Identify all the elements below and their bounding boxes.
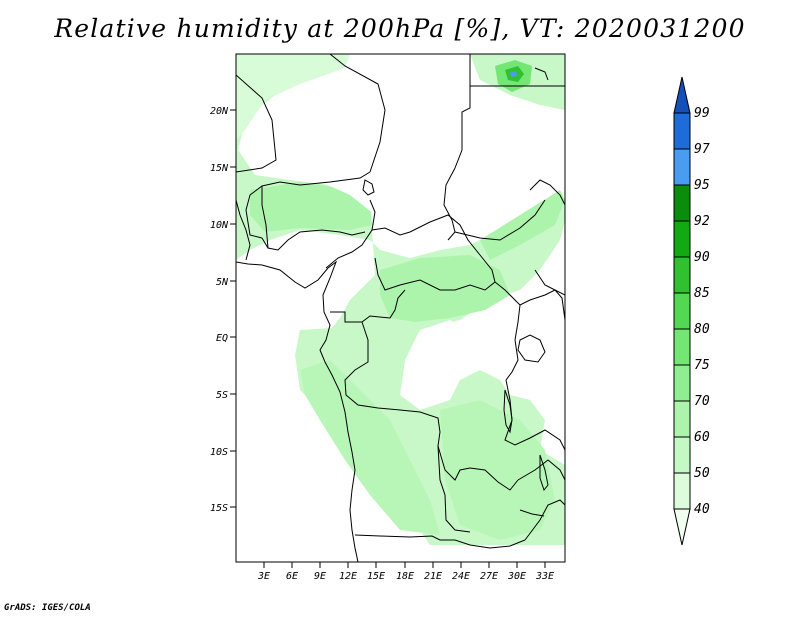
colorbar-box [673, 148, 691, 186]
latitude-labels: 20N 15N 10N 5N EQ 5S 10S 15S [210, 106, 229, 514]
lat-label: 15S [210, 503, 228, 514]
dry-area-central [410, 320, 470, 385]
lake-kariba [519, 509, 545, 517]
humidity-field [236, 54, 565, 562]
colorbar-box [673, 328, 691, 366]
border-kenya [554, 289, 565, 296]
map-title: Relative humidity at 200hPa [%], VT: 202… [54, 14, 746, 43]
lat-label: EQ [216, 333, 228, 344]
lon-label: 30E [507, 571, 526, 582]
dry-area-southwest [236, 290, 340, 562]
border-niger-chad [245, 171, 371, 239]
colorbar [673, 76, 691, 546]
coastline [236, 260, 359, 562]
dry-area-sahara [275, 110, 440, 230]
lake-victoria [517, 334, 546, 363]
border-drc-east [494, 281, 565, 321]
humidity-area-congo [380, 255, 510, 322]
colorbar-labels: 40 50 60 70 75 80 85 90 92 95 97 99 [694, 106, 710, 517]
humidity-core-peak [510, 71, 517, 77]
border-congo [330, 289, 406, 323]
latitude-ticks [230, 109, 236, 508]
colorbar-box [673, 184, 691, 222]
colorbar-label: 97 [694, 142, 710, 157]
border-angola-south [354, 534, 526, 549]
colorbar-box [673, 220, 691, 258]
colorbar-box [673, 472, 691, 510]
colorbar-box [673, 292, 691, 330]
border-angola-zambia [437, 445, 471, 533]
humidity-area-southeast [440, 400, 555, 540]
border-zambia-malawi [517, 459, 565, 481]
colorbar-upper-triangle [673, 76, 691, 114]
colorbar-lower-triangle [673, 508, 691, 546]
lake-tanganyika [503, 389, 513, 434]
humidity-area-sahel [250, 182, 372, 232]
border-niger-nigeria [261, 229, 366, 251]
lat-label: 20N [210, 106, 229, 117]
lon-label: 33E [535, 571, 554, 582]
longitude-labels: 3E 6E 9E 12E 15E 18E 21E 24E 27E 30E 33E [257, 571, 554, 582]
dry-area-south [330, 505, 405, 562]
dry-area-east-sahara [440, 110, 555, 205]
colorbar-label: 75 [694, 358, 710, 373]
lake-malawi [539, 454, 549, 492]
colorbar-box [673, 364, 691, 402]
colorbar-label: 80 [694, 322, 710, 337]
border-sudan-ssudan [454, 199, 546, 241]
longitude-ticks [263, 562, 546, 568]
lat-label: 10S [210, 447, 228, 458]
lon-label: 15E [367, 571, 385, 582]
border-nigeria-cameroon [325, 199, 376, 269]
lon-label: 12E [339, 571, 357, 582]
lon-label: 3E [257, 571, 270, 582]
colorbar-label: 90 [694, 250, 710, 265]
lat-label: 10N [210, 220, 229, 231]
colorbar-box [673, 400, 691, 438]
humidity-area-northwest [236, 54, 350, 140]
lat-label: 5S [216, 390, 228, 401]
colorbar-label: 85 [694, 286, 710, 301]
border-car [371, 214, 496, 291]
border-drc-west [344, 321, 519, 491]
border-westcoast-countries [236, 186, 269, 261]
colorbar-label: 95 [694, 178, 710, 193]
lon-label: 27E [480, 571, 498, 582]
colorbar-label: 60 [694, 430, 710, 445]
colorbar-box [673, 112, 691, 150]
border-algeria-libya [329, 54, 386, 173]
lon-label: 18E [396, 571, 414, 582]
humidity-area-angola [300, 360, 440, 535]
lon-label: 21E [424, 571, 442, 582]
humidity-area-east-streak [480, 190, 565, 260]
border-chad-sudan [443, 167, 456, 241]
colorbar-label: 92 [694, 214, 710, 229]
lon-label: 9E [314, 571, 326, 582]
colorbar-box [673, 436, 691, 474]
lat-label: 5N [216, 277, 229, 288]
border-ethiopia [529, 179, 565, 206]
colorbar-label: 50 [694, 466, 710, 481]
colorbar-label: 70 [694, 394, 710, 409]
borders [236, 54, 565, 562]
lake-chad [362, 179, 375, 196]
dry-area-lakes [510, 310, 565, 380]
map-frame [235, 53, 566, 563]
colorbar-label: 99 [694, 106, 710, 121]
colorbar-box [673, 256, 691, 294]
border-mozambique [524, 499, 565, 541]
colorbar-label: 40 [694, 502, 710, 517]
lake-nasser [534, 67, 549, 81]
border-uganda [505, 304, 521, 381]
border-libya-egypt [454, 54, 471, 169]
lon-label: 24E [452, 571, 470, 582]
lon-label: 6E [286, 571, 298, 582]
border-ssudan-kenya [534, 269, 556, 291]
border-mali-niger [236, 74, 277, 173]
lat-label: 15N [210, 163, 229, 174]
grads-credit: GrADS: IGES/COLA [4, 603, 91, 613]
